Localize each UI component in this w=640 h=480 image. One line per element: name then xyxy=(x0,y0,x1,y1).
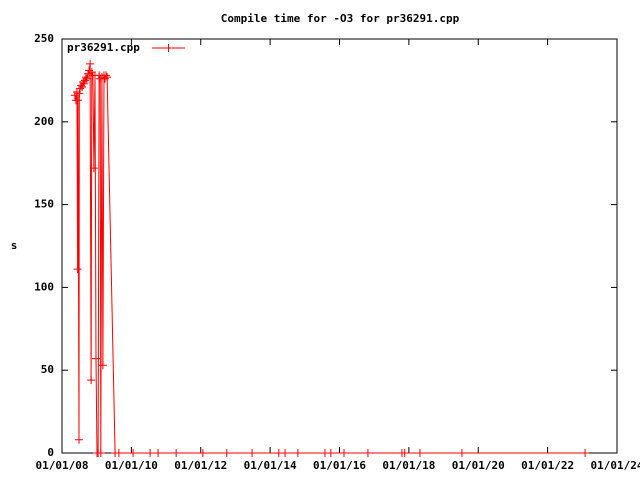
point xyxy=(79,79,88,88)
x-tick-label: 01/01/16 xyxy=(313,459,366,472)
point xyxy=(70,91,79,100)
x-tick-label: 01/01/22 xyxy=(521,459,574,472)
point xyxy=(363,449,372,457)
point xyxy=(87,376,96,385)
point xyxy=(248,449,257,457)
x-tick-label: 01/01/18 xyxy=(382,459,435,472)
point xyxy=(326,449,335,457)
x-tick-label: 01/01/24 xyxy=(591,459,640,472)
point xyxy=(129,449,138,457)
y-tick-label: 150 xyxy=(34,198,54,211)
point xyxy=(198,449,207,457)
point xyxy=(581,449,590,457)
point xyxy=(146,449,155,457)
legend-marker xyxy=(164,44,173,52)
point xyxy=(80,76,89,85)
y-axis-label: s xyxy=(11,239,18,252)
point xyxy=(91,354,100,363)
point xyxy=(79,78,88,87)
legend-label: pr36291.cpp xyxy=(67,41,140,54)
point xyxy=(103,73,112,82)
point xyxy=(73,265,82,274)
x-tick-label: 01/01/14 xyxy=(244,459,297,472)
point xyxy=(293,449,302,457)
point xyxy=(101,74,110,83)
point xyxy=(172,449,181,457)
y-tick-label: 50 xyxy=(41,363,54,376)
x-tick-label: 01/01/10 xyxy=(105,459,158,472)
point xyxy=(154,449,163,457)
x-tick-label: 01/01/12 xyxy=(174,459,227,472)
point xyxy=(78,83,87,92)
point xyxy=(340,449,349,457)
y-tick-label: 200 xyxy=(34,115,54,128)
point xyxy=(74,435,83,444)
x-tick-label: 01/01/08 xyxy=(36,459,89,472)
point xyxy=(76,84,85,93)
point xyxy=(84,69,93,78)
chart-title: Compile time for -O3 for pr36291.cpp xyxy=(221,12,460,25)
point xyxy=(281,449,290,457)
y-tick-label: 250 xyxy=(34,32,54,45)
point xyxy=(222,449,231,457)
x-tick-label: 01/01/20 xyxy=(452,459,505,472)
point xyxy=(114,449,123,457)
point xyxy=(82,74,91,83)
point xyxy=(415,449,424,457)
point xyxy=(86,59,95,68)
point xyxy=(89,164,98,173)
point xyxy=(75,89,84,98)
point xyxy=(457,449,466,457)
point xyxy=(102,71,111,80)
point xyxy=(73,96,82,105)
point xyxy=(98,361,107,370)
point xyxy=(96,449,105,457)
y-tick-label: 100 xyxy=(34,280,54,293)
point xyxy=(400,449,409,457)
y-tick-label: 0 xyxy=(47,446,54,459)
point xyxy=(81,73,90,82)
